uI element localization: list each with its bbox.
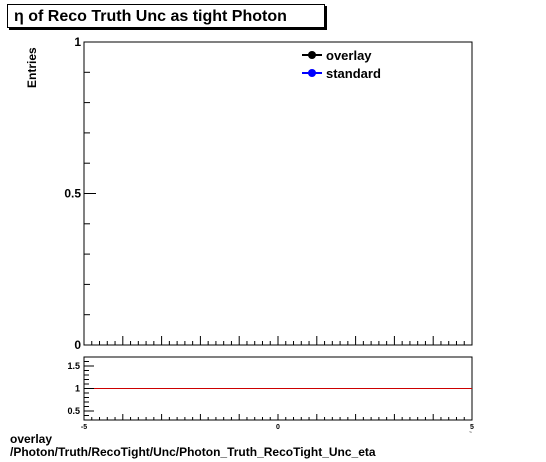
legend-label-standard: standard (326, 65, 381, 81)
main-y-axis: 00.51 (64, 35, 96, 352)
main-frame (83, 41, 473, 346)
ratio-y-axis: 0.5 1 1.5 (67, 356, 94, 421)
ratio-y-tick-label: 1 (75, 384, 80, 394)
footer-dataset: overlay (10, 432, 53, 446)
ratio-y-tick-label: 1.5 (67, 361, 80, 371)
legend-item-overlay: overlay (300, 46, 381, 64)
legend-marker-standard (300, 64, 324, 82)
ratio-x-tick-label: -5 (81, 424, 87, 431)
legend-marker-overlay (300, 46, 324, 64)
y-axis-label: Entries (25, 47, 39, 88)
y-tick-label: 1 (74, 35, 81, 49)
chart-title: η of Reco Truth Unc as tight Photon (7, 4, 325, 28)
title-text: of Reco Truth Unc as tight Photon (23, 8, 287, 25)
legend-label-overlay: overlay (326, 47, 372, 63)
ratio-x-tick-label: 0 (276, 424, 280, 431)
legend-item-standard: standard (300, 64, 381, 82)
ratio-x-tick-label: 5 (470, 424, 474, 431)
y-tick-label: 0 (74, 338, 81, 352)
y-tick-label: 0.5 (64, 187, 81, 201)
footer-path: /Photon/Truth/RecoTight/Unc/Photon_Truth… (10, 445, 376, 459)
title-eta-symbol: η (14, 8, 24, 25)
main-x-axis (83, 336, 473, 345)
ratio-y-tick-label: 0.5 (67, 406, 80, 416)
ratio-x-axis: -5 0 5 (81, 414, 474, 431)
ratio-x-axis-mark: ~ (469, 430, 472, 436)
legend: overlay standard (300, 46, 381, 82)
